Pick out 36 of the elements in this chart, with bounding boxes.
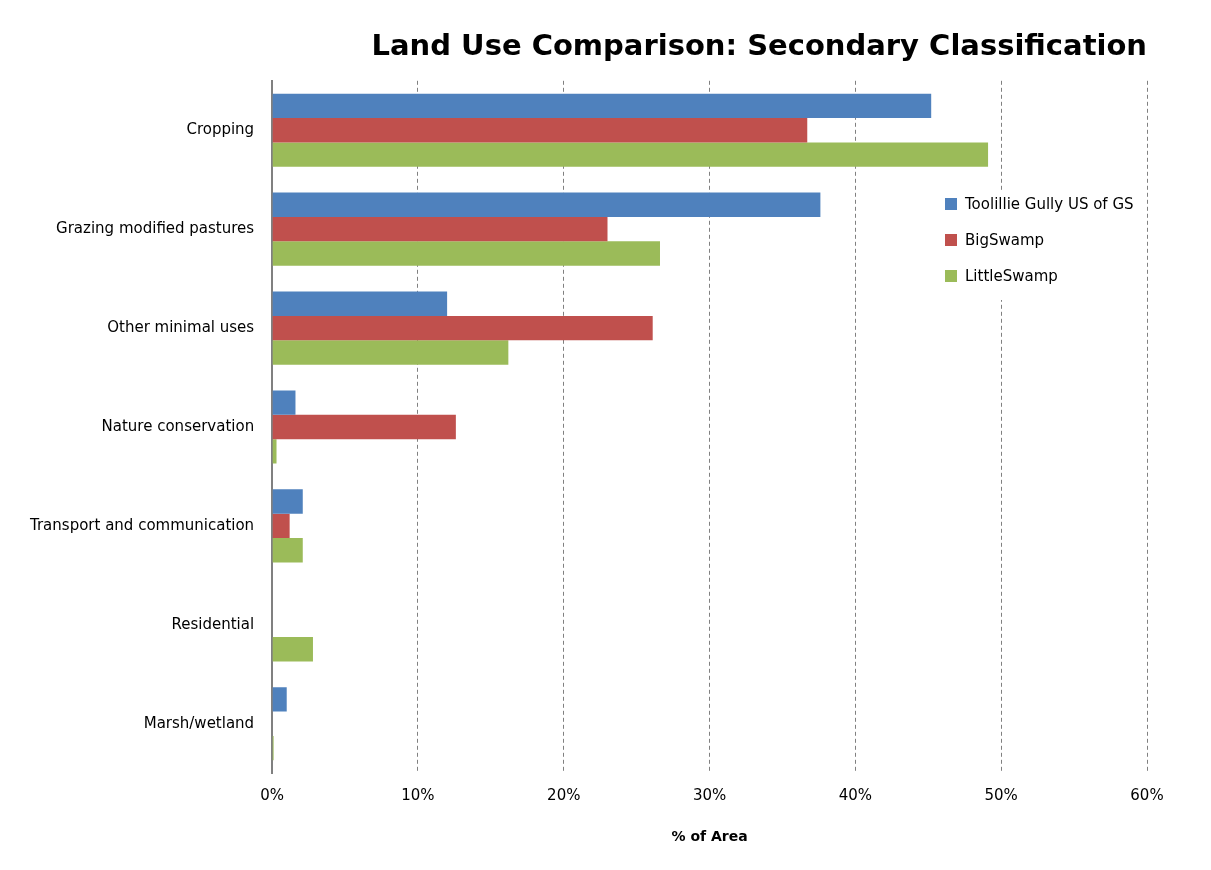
bar [272, 687, 287, 712]
x-tick-label: 50% [984, 786, 1018, 805]
bar [272, 241, 660, 266]
y-tick-label: Nature conservation [101, 416, 255, 435]
legend-label: LittleSwamp [965, 266, 1058, 287]
x-tick-label: 40% [838, 786, 873, 805]
y-tick-label: Other minimal uses [107, 317, 255, 336]
bar [272, 216, 608, 242]
bar [272, 315, 653, 341]
bar [272, 93, 932, 119]
x-axis-title: % of Area [671, 828, 748, 845]
y-tick-label: Grazing modified pastures [56, 219, 255, 238]
bar [272, 340, 509, 365]
bar [272, 142, 989, 167]
bar [272, 439, 277, 464]
x-tick-label: 30% [692, 786, 727, 805]
chart-title: Land Use Comparison: Secondary Classification [371, 27, 1147, 62]
y-tick-label: Residential [171, 614, 255, 633]
y-tick-label: Cropping [186, 120, 255, 139]
legend-label: BigSwamp [965, 230, 1045, 251]
x-tick-label: 60% [1130, 786, 1164, 805]
x-tick-label: 0% [260, 786, 285, 805]
bar [272, 538, 303, 563]
x-tick-label: 10% [401, 786, 435, 805]
x-tick-label: 20% [547, 786, 581, 805]
bar [272, 513, 290, 539]
y-tick-label: Transport and communication [28, 515, 255, 534]
bar [272, 637, 313, 662]
bar [272, 291, 448, 316]
bar [272, 489, 303, 514]
bar [272, 192, 821, 217]
legend-label: Toolillie Gully US of GS [965, 194, 1134, 215]
bar [272, 390, 296, 415]
bar [272, 118, 808, 143]
y-tick-label: Marsh/wetland [143, 713, 255, 732]
bar [272, 414, 456, 440]
